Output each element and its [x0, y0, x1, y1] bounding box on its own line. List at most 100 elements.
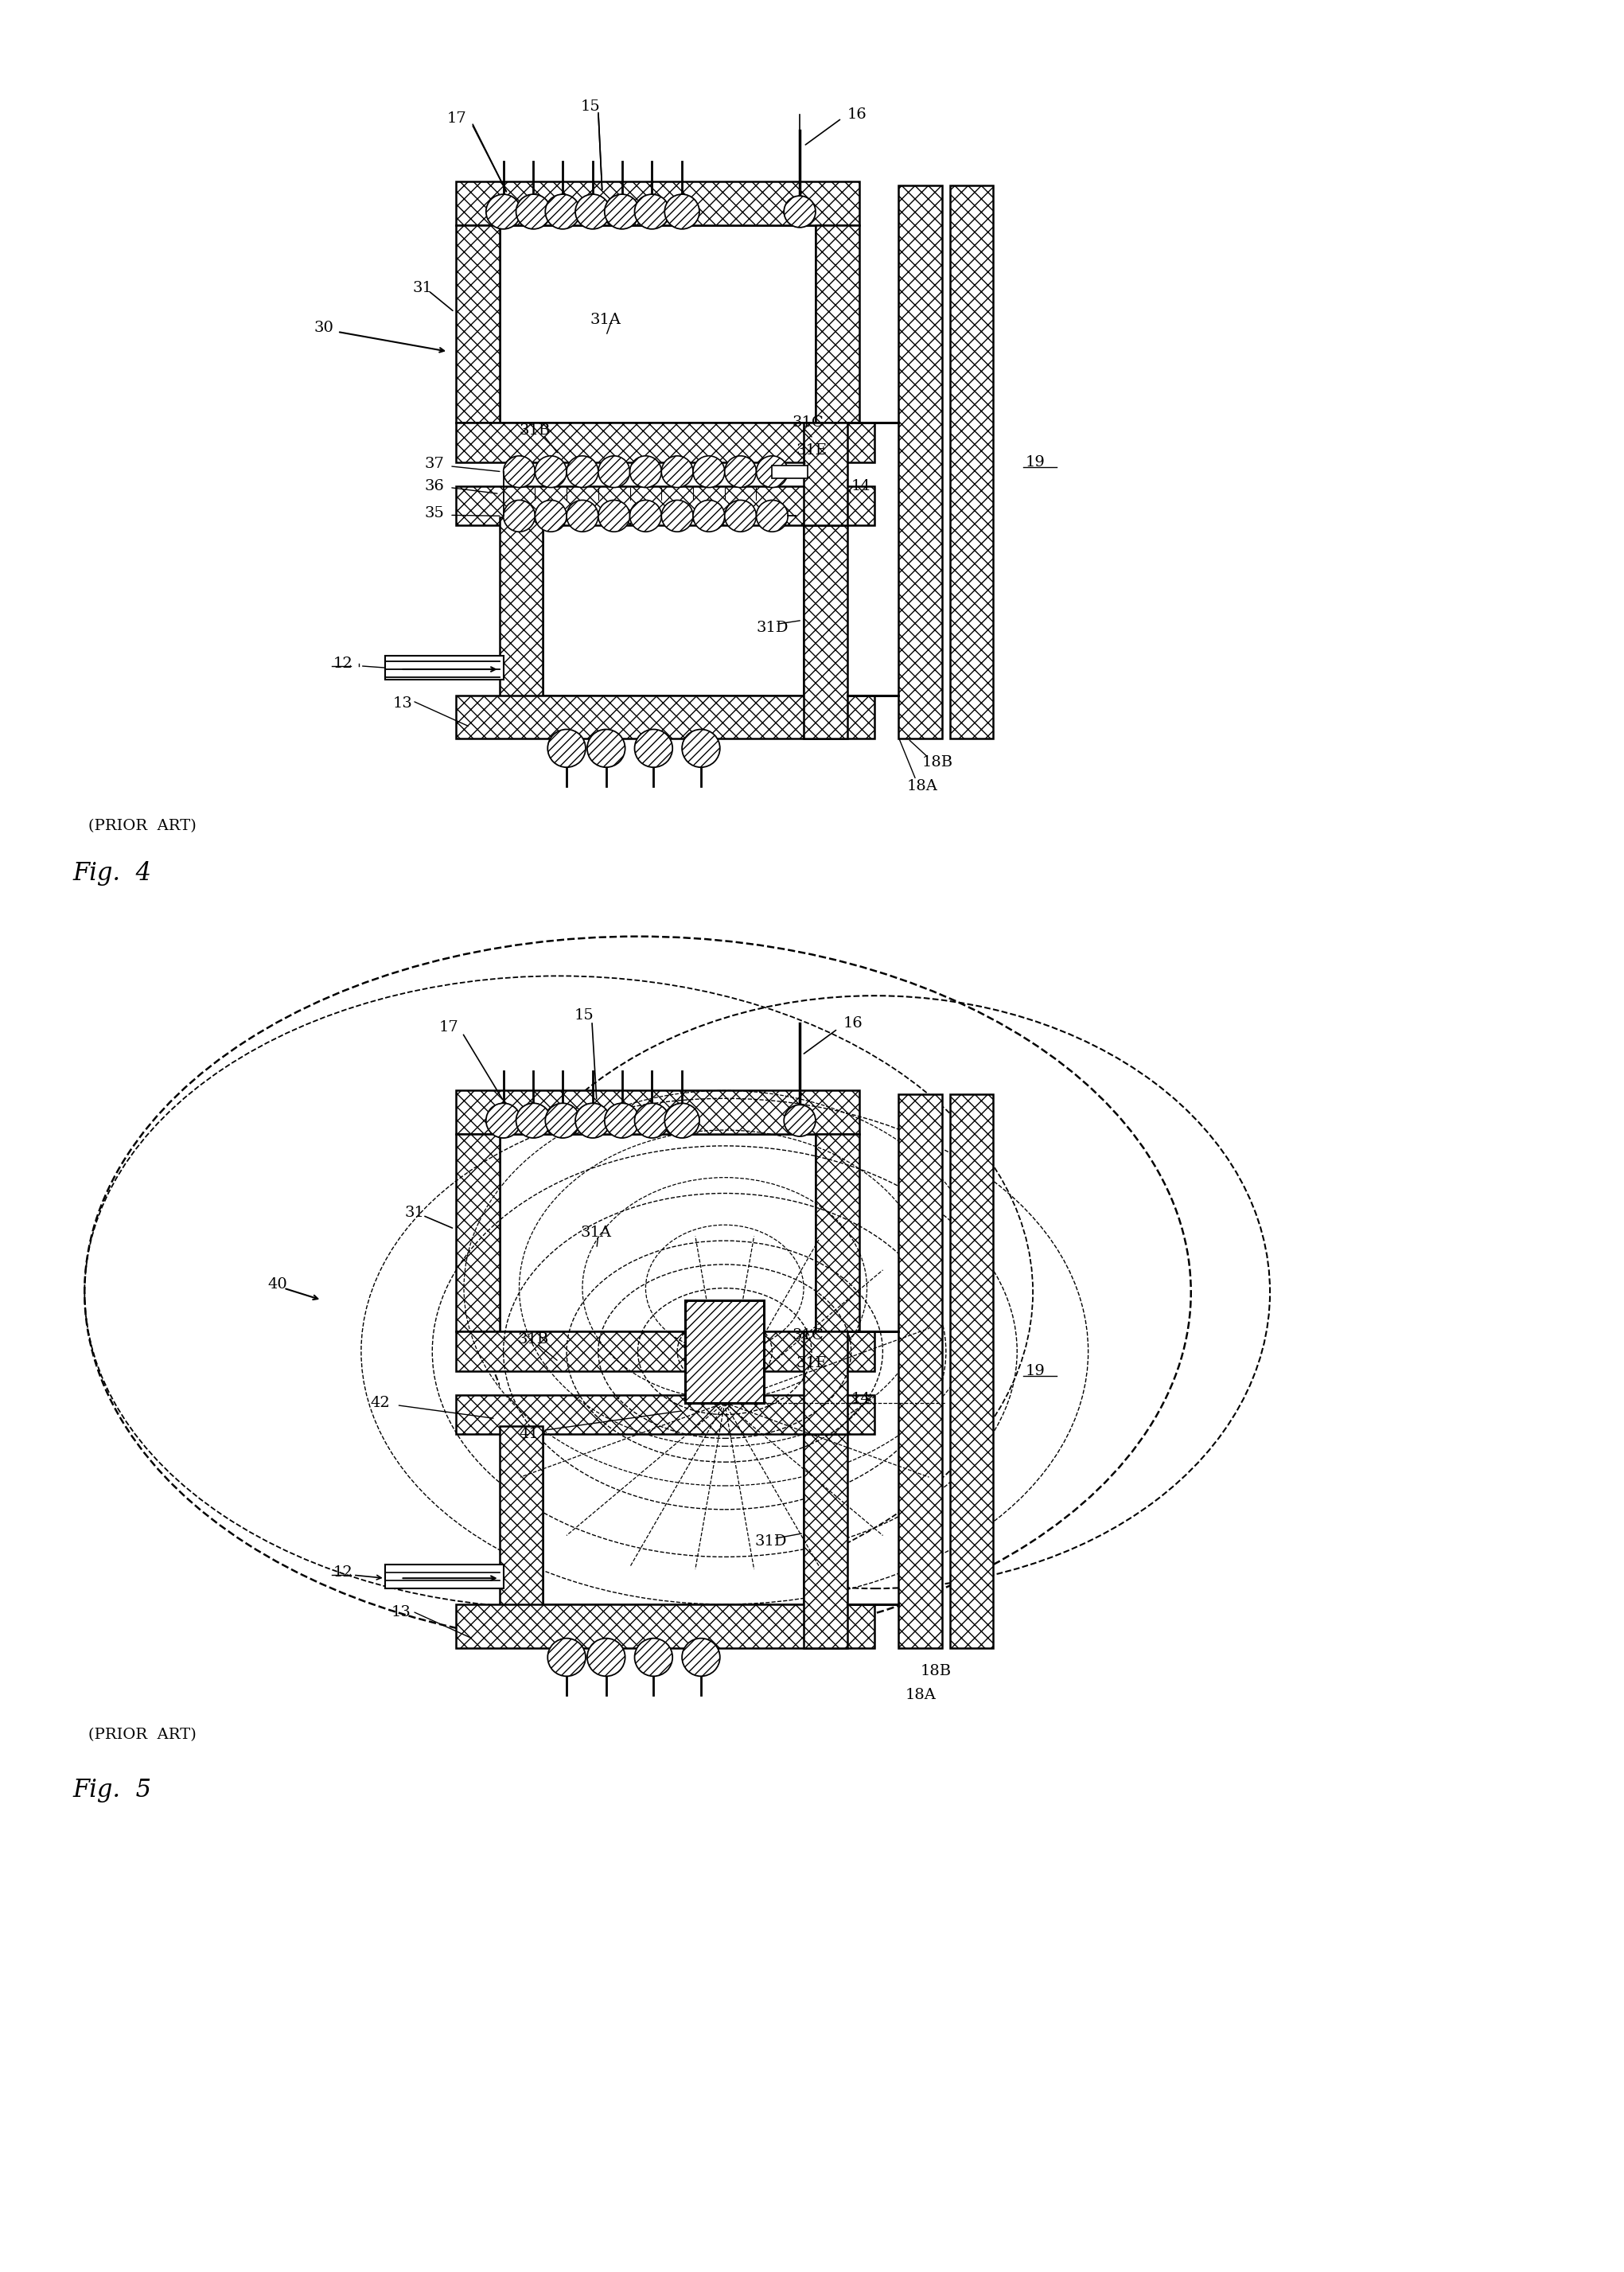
Text: 15: 15 — [575, 1009, 594, 1022]
Circle shape — [630, 457, 661, 488]
Circle shape — [598, 500, 630, 532]
Text: 19: 19 — [1025, 454, 1044, 470]
Circle shape — [784, 1104, 815, 1136]
Text: (PRIOR  ART): (PRIOR ART) — [88, 1727, 197, 1743]
Circle shape — [682, 1638, 719, 1677]
Text: 12: 12 — [333, 657, 352, 670]
Text: 13: 13 — [391, 1604, 411, 1620]
Text: 12: 12 — [333, 1565, 352, 1579]
Bar — [815, 1134, 859, 1331]
Circle shape — [664, 195, 700, 229]
Circle shape — [635, 1638, 672, 1677]
Text: (PRIOR  ART): (PRIOR ART) — [88, 818, 197, 834]
Text: 35: 35 — [424, 507, 443, 520]
Bar — [771, 466, 807, 477]
Circle shape — [635, 729, 672, 768]
Circle shape — [630, 500, 661, 532]
Circle shape — [567, 457, 598, 488]
Text: 19: 19 — [1025, 1363, 1044, 1379]
Circle shape — [567, 500, 598, 532]
Text: 37: 37 — [424, 457, 443, 470]
Text: 36: 36 — [424, 479, 443, 493]
Text: 18B: 18B — [921, 1665, 952, 1679]
Circle shape — [503, 457, 534, 488]
Bar — [542, 1431, 804, 1604]
Circle shape — [575, 195, 611, 229]
Bar — [456, 1331, 875, 1370]
Circle shape — [503, 500, 534, 532]
Circle shape — [486, 195, 521, 229]
Text: 18A: 18A — [906, 779, 937, 793]
Text: 18B: 18B — [922, 754, 953, 770]
Circle shape — [588, 729, 625, 768]
Text: 16: 16 — [843, 1016, 862, 1031]
Text: 31A: 31A — [591, 314, 622, 327]
Circle shape — [534, 500, 567, 532]
Text: 31D: 31D — [755, 1534, 788, 1547]
Bar — [456, 423, 875, 461]
Bar — [456, 225, 500, 423]
Bar — [815, 225, 859, 423]
Circle shape — [724, 457, 757, 488]
Circle shape — [588, 1638, 625, 1677]
Text: 14: 14 — [851, 479, 870, 493]
Circle shape — [546, 1104, 580, 1138]
Text: 31: 31 — [404, 1206, 424, 1220]
Bar — [950, 186, 994, 738]
Text: 30: 30 — [313, 320, 333, 334]
Text: 40: 40 — [268, 1277, 287, 1290]
Bar — [456, 1091, 859, 1134]
Bar — [898, 186, 942, 738]
Circle shape — [598, 457, 630, 488]
Bar — [542, 523, 804, 695]
Circle shape — [547, 729, 586, 768]
Circle shape — [693, 500, 724, 532]
Text: 41: 41 — [520, 1427, 539, 1440]
Circle shape — [757, 457, 788, 488]
Text: Fig.  4: Fig. 4 — [73, 861, 151, 886]
Bar — [456, 1395, 875, 1434]
Text: 31A: 31A — [581, 1225, 612, 1241]
Circle shape — [664, 1104, 700, 1138]
Bar — [500, 1134, 815, 1331]
Circle shape — [757, 500, 788, 532]
Bar — [456, 1604, 875, 1647]
Bar — [950, 1095, 994, 1647]
Circle shape — [661, 457, 693, 488]
Circle shape — [546, 195, 580, 229]
Text: 31: 31 — [412, 282, 432, 295]
Circle shape — [693, 457, 724, 488]
Bar — [500, 1427, 542, 1609]
Circle shape — [682, 729, 719, 768]
Bar — [685, 1300, 765, 1402]
Bar — [804, 423, 848, 525]
Bar — [500, 518, 542, 700]
Bar — [898, 1095, 942, 1647]
Bar — [456, 1134, 500, 1331]
Bar — [456, 695, 875, 738]
Circle shape — [604, 1104, 640, 1138]
Text: 42: 42 — [370, 1395, 390, 1411]
Circle shape — [547, 1638, 586, 1677]
Text: Fig.  5: Fig. 5 — [73, 1777, 151, 1802]
Circle shape — [784, 195, 815, 227]
Circle shape — [486, 1104, 521, 1138]
Bar — [500, 225, 815, 423]
Text: 31C: 31C — [793, 1329, 823, 1343]
Bar — [456, 486, 875, 525]
Bar — [804, 1331, 848, 1434]
Text: 31D: 31D — [757, 620, 789, 636]
Bar — [456, 182, 859, 225]
Circle shape — [516, 1104, 551, 1138]
Bar — [500, 1370, 875, 1395]
Circle shape — [604, 195, 640, 229]
Text: 31C: 31C — [793, 416, 823, 429]
Text: 17: 17 — [447, 111, 466, 125]
Text: 31B: 31B — [520, 423, 551, 438]
Text: 14: 14 — [851, 1393, 870, 1406]
Circle shape — [661, 500, 693, 532]
Circle shape — [575, 1104, 611, 1138]
Circle shape — [516, 195, 551, 229]
Text: 15: 15 — [581, 100, 601, 114]
Text: 31E: 31E — [796, 1356, 827, 1370]
